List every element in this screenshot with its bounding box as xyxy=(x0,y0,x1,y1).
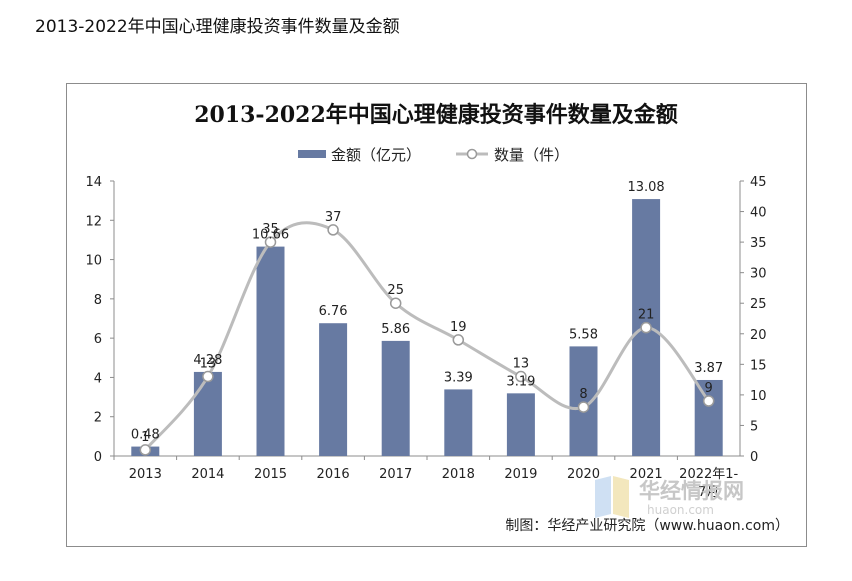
amount-label: 4.28 xyxy=(193,353,222,368)
bar-2014 xyxy=(193,371,222,456)
left-tick-label: 0 xyxy=(94,450,102,465)
bar-2017 xyxy=(381,340,410,456)
count-point-2019 xyxy=(515,370,527,383)
amount-label: 5.86 xyxy=(381,322,410,337)
count-label: 13 xyxy=(513,357,530,372)
count-label: 19 xyxy=(450,320,467,335)
count-point-2020 xyxy=(577,401,590,413)
right-tick-label: 40 xyxy=(750,206,767,221)
right-tick-label: 0 xyxy=(750,450,758,465)
x-tick-label: 2014 xyxy=(191,467,224,482)
legend-bar-label: 金额（亿元） xyxy=(331,146,421,164)
right-tick-label: 15 xyxy=(750,358,767,373)
x-tick-label: 2019 xyxy=(504,467,537,482)
count-label: 35 xyxy=(262,222,279,237)
amount-label: 3.19 xyxy=(506,374,535,389)
count-point-2015 xyxy=(264,236,277,248)
bar-2018 xyxy=(444,389,473,456)
count-point-2021 xyxy=(640,321,652,334)
amount-label: 13.08 xyxy=(627,180,664,195)
count-label: 8 xyxy=(579,387,587,402)
amount-label: 6.76 xyxy=(319,304,348,319)
count-point-2022年1-7月 xyxy=(702,395,715,407)
x-tick-label: 2017 xyxy=(379,467,412,482)
right-tick-label: 10 xyxy=(750,389,767,404)
amount-label: 10.66 xyxy=(252,228,289,243)
legend-line-label: 数量（件） xyxy=(494,146,569,164)
chart-frame: 2013-2022年中国心理健康投资事件数量及金额 金额（亿元） 数量（件） 0… xyxy=(66,83,807,547)
watermark-name: 华经情报网 xyxy=(639,479,744,503)
bar-2022年1-7月 xyxy=(694,379,723,456)
right-axis: 0 5 10 15 20 25 30 35 40 45 xyxy=(739,175,767,465)
bar-2015 xyxy=(256,246,285,456)
x-tick-label: 2021 xyxy=(630,467,663,482)
count-label: 21 xyxy=(638,308,655,323)
count-label: 37 xyxy=(325,210,342,225)
left-tick-label: 4 xyxy=(94,371,102,386)
bar-series xyxy=(131,199,723,457)
watermark-domain: huaon.com xyxy=(647,503,714,517)
count-point-2017 xyxy=(389,297,402,309)
count-label: 9 xyxy=(705,381,713,396)
x-tick-label: 2022年1- xyxy=(679,467,738,482)
left-tick-label: 8 xyxy=(94,293,102,308)
left-tick-label: 6 xyxy=(94,332,102,347)
count-label: 13 xyxy=(200,357,217,372)
x-tick-label: 2015 xyxy=(254,467,287,482)
right-tick-label: 35 xyxy=(750,236,767,251)
bar-2019 xyxy=(506,393,535,456)
left-tick-label: 10 xyxy=(85,254,102,269)
watermark: 华经情报网 huaon.com xyxy=(595,476,744,518)
count-point-2014 xyxy=(202,370,214,383)
legend: 金额（亿元） 数量（件） xyxy=(298,146,569,164)
count-label: 25 xyxy=(387,283,404,298)
amount-label: 0.48 xyxy=(131,428,160,443)
x-tick-label: 2013 xyxy=(129,467,162,482)
x-tick-label: 2018 xyxy=(442,467,475,482)
right-tick-label: 30 xyxy=(750,267,767,282)
left-tick-label: 14 xyxy=(85,175,102,190)
right-tick-label: 5 xyxy=(750,419,758,434)
combo-chart: 2013-2022年中国心理健康投资事件数量及金额 金额（亿元） 数量（件） 0… xyxy=(85,102,789,534)
left-axis: 0 2 4 6 8 10 12 14 xyxy=(85,175,115,465)
left-tick-label: 2 xyxy=(94,411,102,426)
right-tick-label: 45 xyxy=(750,175,767,190)
x-tick-label: 2020 xyxy=(567,467,600,482)
x-tick-label: 2016 xyxy=(317,467,350,482)
chart-title: 2013-2022年中国心理健康投资事件数量及金额 xyxy=(194,102,678,128)
bar-2016 xyxy=(319,323,348,456)
amount-label: 3.87 xyxy=(694,361,723,376)
legend-line-marker xyxy=(466,148,478,160)
count-label: 1 xyxy=(141,430,149,445)
count-line xyxy=(144,221,710,451)
chart-credit: 制图：华经产业研究院（www.huaon.com） xyxy=(505,518,789,534)
right-tick-label: 20 xyxy=(750,328,767,343)
line-series xyxy=(139,221,715,456)
count-point-2018 xyxy=(452,334,465,346)
data-labels: 0.48 4.28 10.66 6.76 5.86 3.39 3.19 5.58 13.08 3.… xyxy=(131,180,723,445)
amount-label: 5.58 xyxy=(569,327,598,342)
count-point-2013 xyxy=(139,444,152,456)
watermark-logo-accent xyxy=(613,476,629,518)
count-point-2016 xyxy=(327,224,339,236)
right-tick-label: 25 xyxy=(750,297,767,312)
page-heading: 2013-2022年中国心理健康投资事件数量及金额 xyxy=(35,17,400,37)
legend-bar-swatch xyxy=(298,150,326,158)
amount-label: 3.39 xyxy=(444,370,473,385)
left-tick-label: 12 xyxy=(85,214,102,229)
watermark-logo-icon xyxy=(595,476,611,518)
x-tick-label-line2: 7月 xyxy=(698,485,719,500)
